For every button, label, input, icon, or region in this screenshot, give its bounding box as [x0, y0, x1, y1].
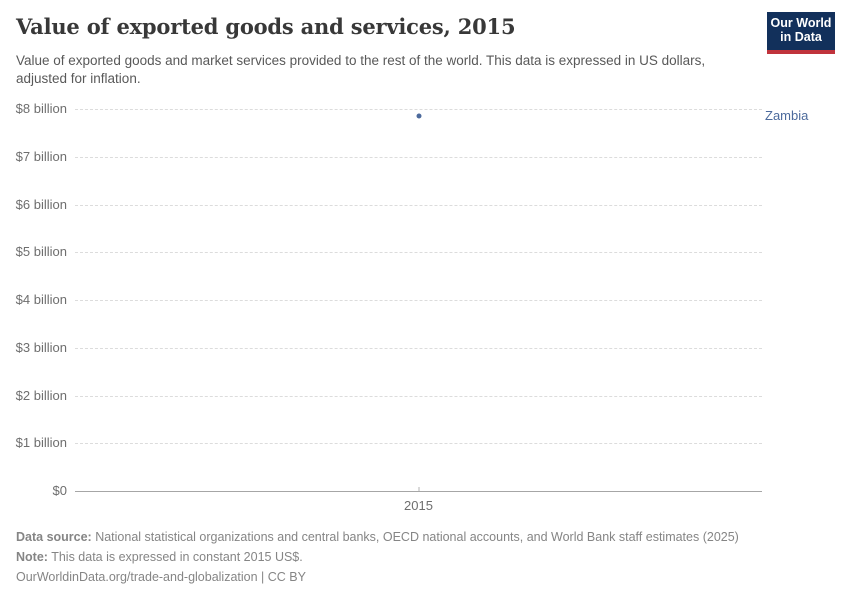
gridline: [75, 252, 762, 254]
y-axis-tick-label: $7 billion: [15, 148, 67, 164]
y-axis-tick-label: $6 billion: [15, 196, 67, 212]
chart-subtitle: Value of exported goods and market servi…: [16, 53, 706, 86]
note-line: Note: This data is expressed in constant…: [16, 547, 739, 567]
gridline: [75, 347, 762, 349]
data-source-text: National statistical organizations and c…: [91, 530, 739, 544]
y-axis-tick-label: $0: [52, 483, 67, 498]
chart-footer: Data source: National statistical organi…: [16, 527, 739, 587]
x-axis-line: [75, 491, 762, 492]
y-axis-tick-label: $8 billion: [15, 101, 67, 116]
y-axis-tick-label: $4 billion: [15, 292, 67, 307]
y-axis-tick-label: $2 billion: [15, 387, 67, 403]
x-axis-tick-label: 2015: [404, 498, 433, 513]
gridline: [75, 156, 762, 158]
gridline: [75, 300, 762, 301]
gridline: [75, 109, 762, 110]
owid-logo-accent-bar: [767, 50, 835, 54]
owid-logo: Our World in Data: [767, 12, 835, 54]
note-text: This data is expressed in constant 2015 …: [47, 550, 303, 564]
note-label: Note:: [16, 550, 48, 564]
entity-label-zambia: Zambia: [765, 108, 809, 124]
page-title: Value of exported goods and services, 20…: [16, 14, 516, 39]
y-axis-tick-label: $5 billion: [15, 244, 67, 260]
data-point-zambia: [416, 113, 421, 119]
gridline: [75, 443, 762, 445]
y-axis-tick-label: $3 billion: [15, 339, 67, 355]
owid-logo-line2: in Data: [780, 30, 822, 44]
data-source-label: Data source:: [16, 530, 92, 544]
data-source-line: Data source: National statistical organi…: [16, 527, 739, 547]
owid-logo-line1: Our World: [770, 16, 832, 30]
gridline: [75, 395, 762, 397]
gridline: [75, 204, 762, 206]
y-axis-tick-label: $1 billion: [15, 435, 67, 451]
citation-url: OurWorldinData.org/trade-and-globalizati…: [16, 570, 306, 584]
x-axis-tick-mark: [418, 487, 419, 491]
plot-area: 2015: [75, 109, 762, 513]
